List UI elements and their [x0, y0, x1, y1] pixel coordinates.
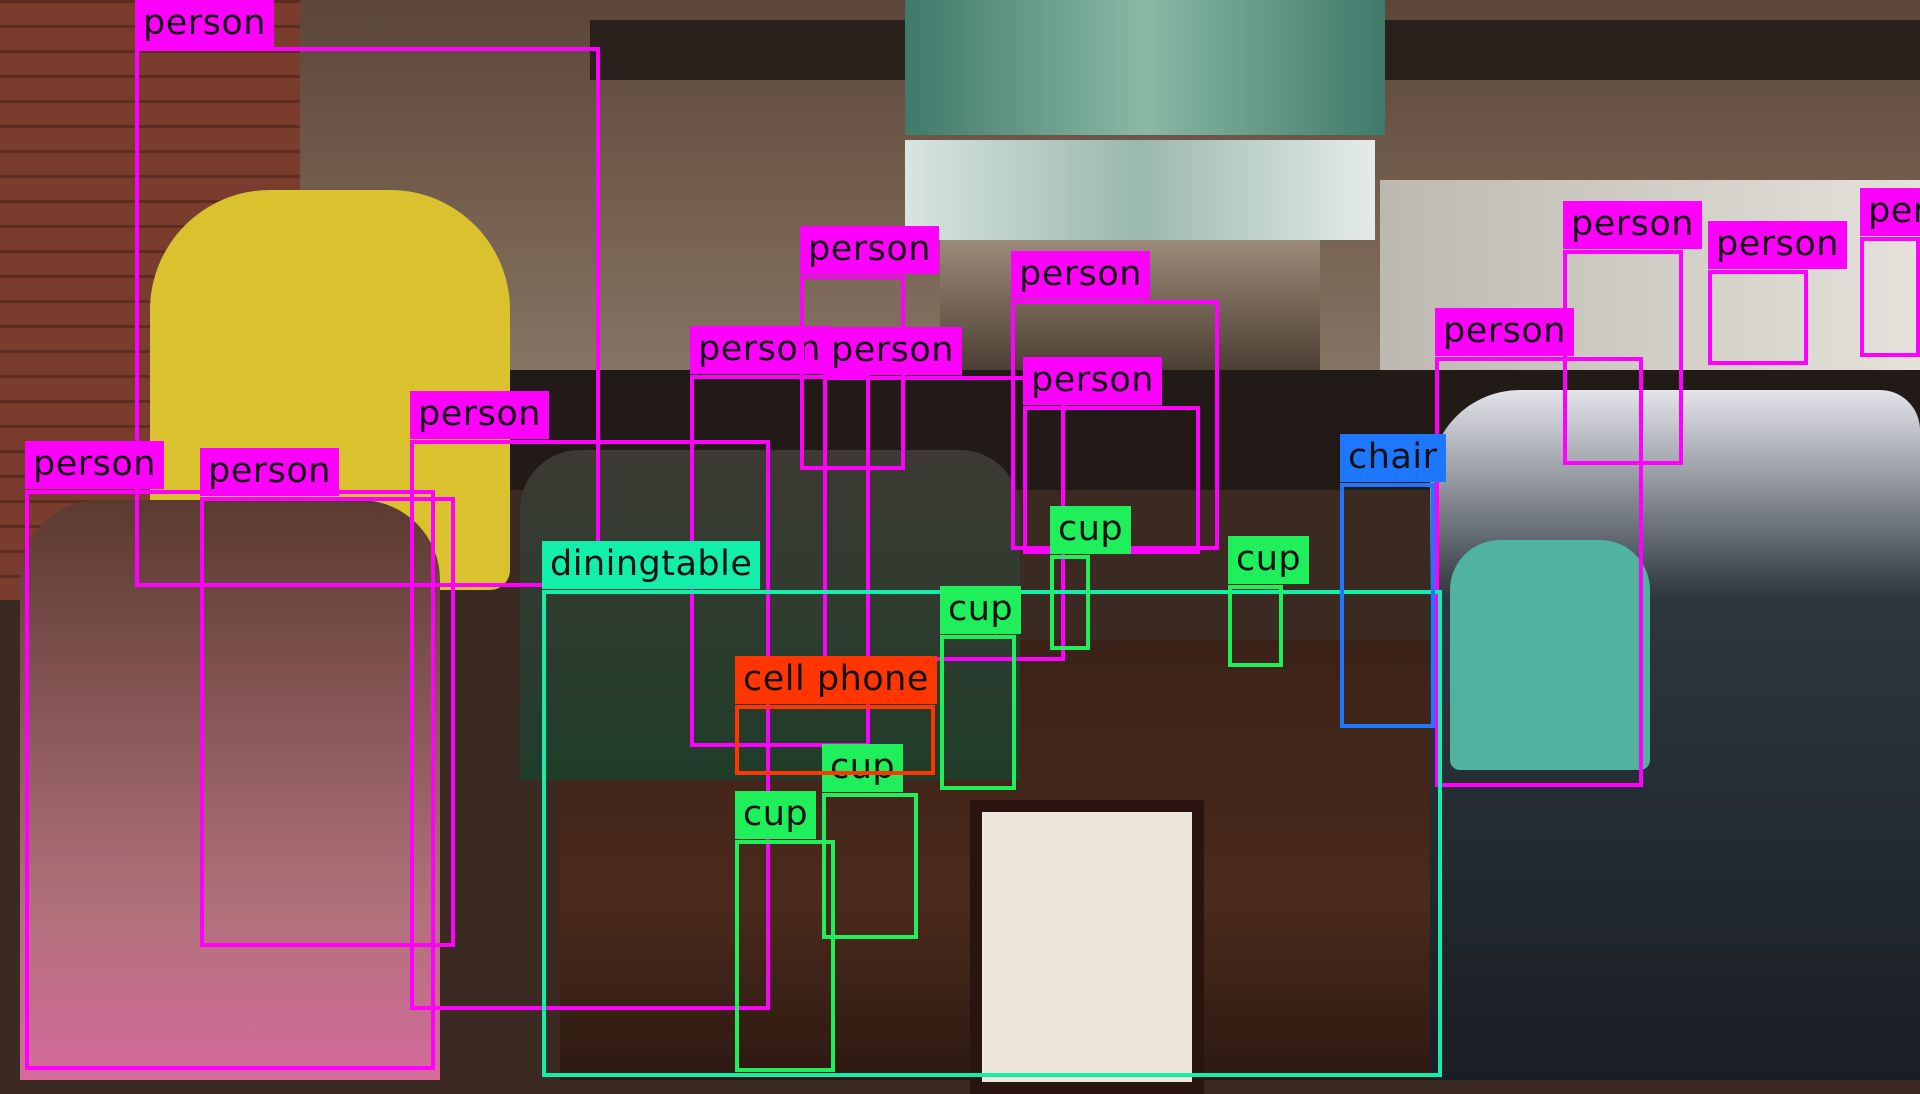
person-detection-label: person	[1011, 251, 1150, 299]
tv-screen-upper	[905, 0, 1385, 135]
person-detection-box	[1708, 270, 1808, 365]
cup-detection-box	[822, 793, 918, 939]
person-detection-label: person	[1860, 188, 1920, 236]
person-detection-label: person	[1563, 201, 1702, 249]
teal-shirt-figure	[1450, 540, 1650, 770]
person-detection-box	[1435, 357, 1643, 787]
cup-detection-box	[1228, 585, 1283, 667]
person-detection-label: person	[823, 327, 962, 375]
cup-detection-box	[940, 635, 1016, 790]
cup-detection-label: cup	[1050, 506, 1132, 554]
person-detection-label: person	[135, 0, 274, 48]
person-detection-box	[1563, 250, 1683, 465]
cup-detection-label: cup	[1228, 536, 1310, 584]
person-detection-label: person	[1435, 308, 1574, 356]
diningtable-detection-label: diningtable	[542, 541, 761, 589]
cup-detection-box	[1050, 555, 1090, 650]
tv-screen-lower	[905, 140, 1375, 240]
cell-phone-detection-label: cell phone	[735, 656, 937, 704]
chair-detection-box	[1340, 483, 1435, 728]
person-detection-box	[135, 47, 600, 587]
chair-detection-label: chair	[1340, 434, 1446, 482]
person-detection-box	[200, 497, 455, 947]
cup-detection-label: cup	[822, 744, 904, 792]
person-detection-box	[410, 440, 770, 1010]
person-detection-box	[25, 490, 435, 1070]
person-detection-label: person	[200, 448, 339, 496]
cup-detection-label: cup	[940, 586, 1022, 634]
person-detection-label: person	[25, 441, 164, 489]
person-detection-label: person	[1023, 357, 1162, 405]
person-detection-label: person	[410, 391, 549, 439]
person-detection-label: person	[800, 226, 939, 274]
cup-detection-label: cup	[735, 791, 817, 839]
cup-detection-box	[735, 840, 835, 1072]
center-figures	[520, 450, 1020, 780]
left-figures	[20, 500, 440, 1080]
menu-stand	[970, 800, 1204, 1094]
cell-phone-detection-box	[735, 705, 935, 775]
person-detection-label: person	[1708, 221, 1847, 269]
person-detection-box	[1860, 237, 1920, 357]
